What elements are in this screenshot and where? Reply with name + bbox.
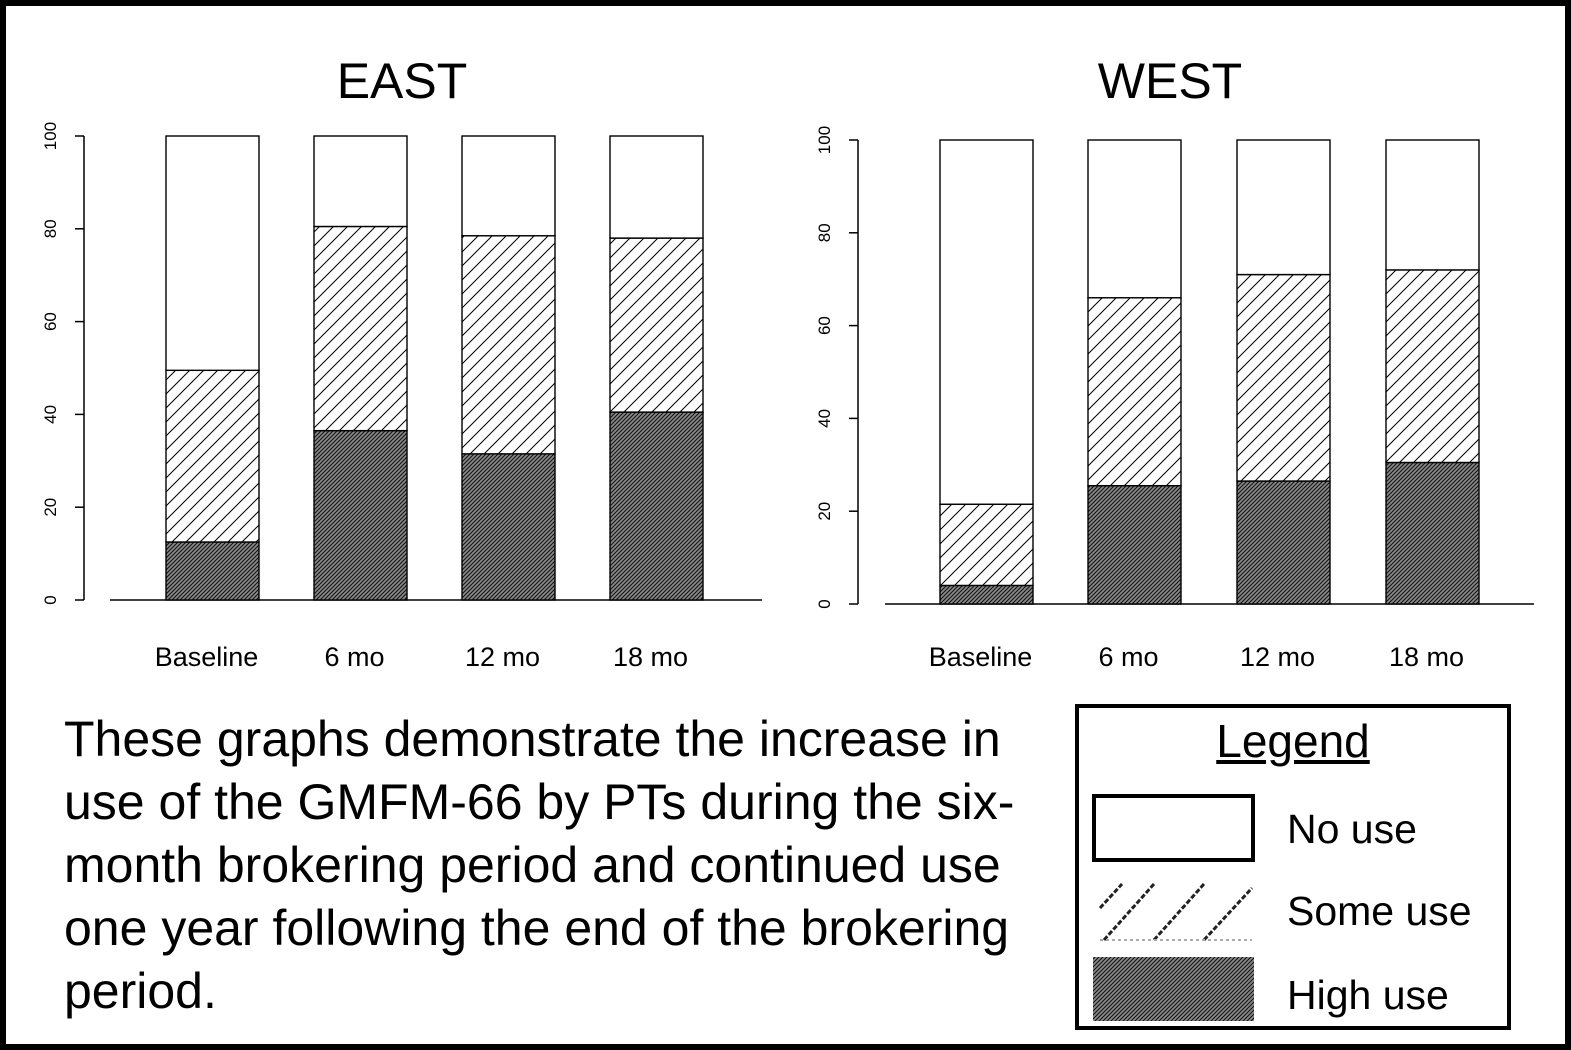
west-bar-some-use-0 bbox=[939, 503, 1034, 587]
west-bar-some-use-2 bbox=[1236, 273, 1331, 482]
west-bar-high-use-3 bbox=[1385, 461, 1480, 605]
west-bar-high-use-0 bbox=[939, 584, 1034, 605]
west-bar-no-use-0 bbox=[939, 139, 1034, 505]
legend-label-high-use: High use bbox=[1287, 972, 1449, 1018]
west-bar-no-use-2 bbox=[1236, 139, 1331, 276]
west-chart: WEST 0 20 40 60 80 100 Baseline 6 mo 12 mo 18 mo bbox=[815, 53, 1534, 672]
east-bar-high-use-1 bbox=[313, 429, 408, 601]
east-y-tick-label: 40 bbox=[41, 405, 60, 424]
east-bar-some-use-1 bbox=[313, 225, 408, 432]
east-y-tick-label: 100 bbox=[41, 122, 60, 150]
west-x-tick-label: Baseline bbox=[929, 642, 1033, 672]
east-bar-high-use-3 bbox=[609, 411, 704, 601]
east-bar-no-use-3 bbox=[609, 135, 704, 239]
legend-swatch-no-use bbox=[1092, 794, 1255, 862]
east-y-tick-label: 60 bbox=[41, 312, 60, 331]
east-x-tick-label: 6 mo bbox=[324, 642, 384, 672]
west-chart-title: WEST bbox=[1098, 53, 1242, 109]
east-y-tick-label: 80 bbox=[41, 219, 60, 238]
west-y-tick-label: 20 bbox=[815, 502, 834, 521]
east-bar-high-use-2 bbox=[461, 453, 556, 601]
legend-label-some-use: Some use bbox=[1287, 888, 1472, 934]
east-bar-some-use-0 bbox=[165, 369, 260, 543]
west-bar-high-use-1 bbox=[1087, 484, 1182, 605]
west-y-tick-label: 80 bbox=[815, 223, 834, 242]
east-bar-no-use-2 bbox=[461, 135, 556, 237]
legend-swatch-some-use bbox=[1098, 882, 1254, 942]
east-bar-high-use-0 bbox=[165, 541, 260, 601]
legend-title: Legend bbox=[1216, 715, 1370, 767]
east-bar-no-use-1 bbox=[313, 135, 408, 228]
east-y-tick-label: 20 bbox=[41, 498, 60, 517]
west-x-tick-label: 18 mo bbox=[1389, 642, 1464, 672]
east-x-tick-label: 18 mo bbox=[613, 642, 688, 672]
legend: Legend No use Some use High use bbox=[1075, 704, 1511, 1030]
legend-swatch-high-use bbox=[1093, 957, 1254, 1021]
east-y-tick-label: 0 bbox=[41, 595, 60, 604]
west-y-tick-label: 60 bbox=[815, 316, 834, 335]
west-y-tick-label: 40 bbox=[815, 409, 834, 428]
west-y-tick-label: 100 bbox=[815, 126, 834, 154]
east-chart: EAST 0 20 40 60 80 100 Baseline 6 mo 12 mo 18 mo bbox=[41, 53, 762, 672]
west-x-tick-label: 6 mo bbox=[1098, 642, 1158, 672]
west-bar-some-use-1 bbox=[1087, 297, 1182, 487]
west-bar-no-use-1 bbox=[1087, 139, 1182, 299]
west-x-tick-label: 12 mo bbox=[1240, 642, 1315, 672]
east-x-tick-label: Baseline bbox=[155, 642, 259, 672]
east-chart-title: EAST bbox=[337, 53, 468, 109]
east-bar-some-use-2 bbox=[461, 235, 556, 455]
west-bar-no-use-3 bbox=[1385, 139, 1480, 271]
west-y-tick-label: 0 bbox=[815, 599, 834, 608]
west-bar-high-use-2 bbox=[1236, 480, 1331, 605]
figure-caption: These graphs demonstrate the increase in… bbox=[64, 711, 1015, 1019]
legend-label-no-use: No use bbox=[1287, 806, 1417, 852]
east-bar-some-use-3 bbox=[609, 237, 704, 413]
east-bar-no-use-0 bbox=[165, 135, 260, 372]
west-bar-some-use-3 bbox=[1385, 269, 1480, 464]
east-x-tick-label: 12 mo bbox=[465, 642, 540, 672]
